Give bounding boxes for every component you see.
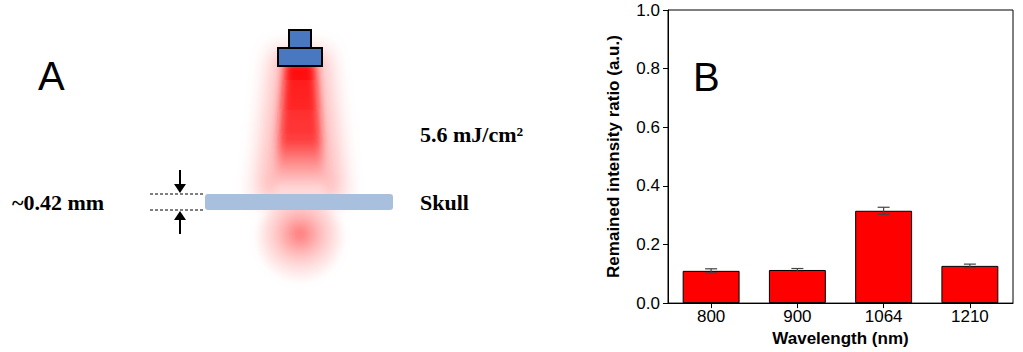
svg-text:0.8: 0.8 — [636, 59, 660, 78]
svg-text:900: 900 — [783, 307, 811, 326]
svg-text:Remained intensity ratio (a.u.: Remained intensity ratio (a.u.) — [604, 35, 623, 278]
svg-text:1.0: 1.0 — [636, 1, 660, 20]
svg-text:Skull: Skull — [420, 190, 469, 215]
svg-text:1064: 1064 — [865, 307, 903, 326]
svg-text:Wavelength (nm): Wavelength (nm) — [772, 329, 908, 348]
svg-text:0.4: 0.4 — [636, 176, 660, 195]
svg-text:800: 800 — [697, 307, 725, 326]
svg-text:~0.42 mm: ~0.42 mm — [12, 190, 104, 215]
svg-text:5.6 mJ/cm²: 5.6 mJ/cm² — [420, 122, 524, 147]
svg-text:0.6: 0.6 — [636, 118, 660, 137]
svg-text:A: A — [38, 54, 65, 98]
svg-text:1210: 1210 — [951, 307, 989, 326]
svg-text:B: B — [693, 55, 720, 99]
svg-text:0.2: 0.2 — [636, 235, 660, 254]
svg-text:0.0: 0.0 — [636, 294, 660, 313]
